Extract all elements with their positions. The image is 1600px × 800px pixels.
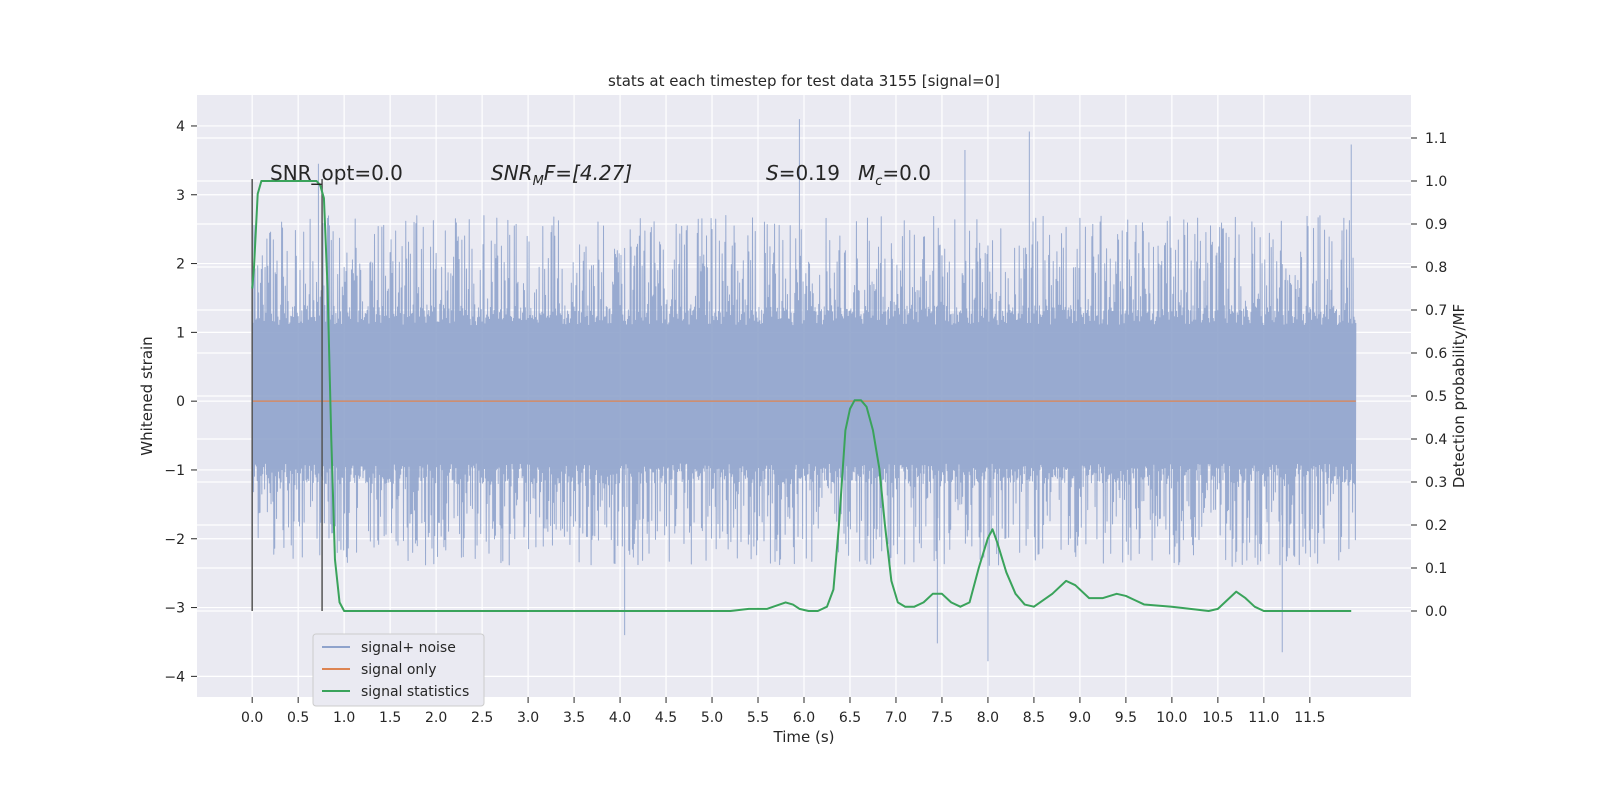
x-tick-label: 8.5: [1023, 710, 1045, 726]
x-tick-label: 1.0: [333, 710, 355, 726]
chart-title: stats at each timestep for test data 315…: [608, 72, 1000, 90]
x-tick-label: 2.5: [471, 710, 493, 726]
y-tick-label: −3: [164, 601, 185, 617]
y-right-tick-label: 0.9: [1425, 217, 1447, 233]
x-tick-label: 6.5: [839, 710, 861, 726]
x-tick-label: 4.0: [609, 710, 631, 726]
x-tick-label: 7.0: [885, 710, 907, 726]
y-tick-label: −4: [164, 669, 185, 685]
y-tick-label: 2: [176, 257, 185, 273]
x-axis-label: Time (s): [773, 728, 835, 746]
legend-label-signal-statistics: signal statistics: [361, 684, 469, 700]
y-tick-label: −2: [164, 532, 185, 548]
x-tick-label: 9.5: [1115, 710, 1137, 726]
x-tick-label: 7.5: [931, 710, 953, 726]
series-layer: [251, 119, 1357, 662]
y-axis-ticks-right: 1.1 1.0 0.9 0.8 0.7 0.6 0.5 0.4 0.3 0.2 0.1 0.0: [1411, 131, 1447, 620]
x-tick-label: 10.0: [1156, 710, 1187, 726]
y-tick-label: 3: [176, 188, 185, 204]
y-axis-ticks-left: 4 3 2 1 0 −1 −2 −3 −4: [164, 119, 197, 685]
x-tick-label: 0.0: [241, 710, 263, 726]
x-axis-ticks: 0.0 0.5 1.0 1.5 2.0 2.5 3.0 3.5 4.0 4.5 5.0 5.5 6.0 6…: [241, 697, 1325, 726]
x-tick-label: 4.5: [655, 710, 677, 726]
y-tick-label: 4: [176, 119, 185, 135]
series-signal-statistics: [251, 180, 1352, 612]
x-tick-label: 5.5: [747, 710, 769, 726]
x-tick-label: 2.0: [425, 710, 447, 726]
y-right-tick-label: 0.2: [1425, 518, 1447, 534]
annotation-s: S=0.19: [766, 161, 840, 185]
y-right-tick-label: 0.0: [1425, 604, 1447, 620]
x-tick-label: 11.0: [1248, 710, 1279, 726]
y-right-tick-label: 0.5: [1425, 389, 1447, 405]
x-tick-label: 8.0: [977, 710, 999, 726]
y-tick-label: 1: [176, 325, 185, 341]
legend-box: [312, 633, 485, 707]
series-signal-plus-noise: [251, 119, 1357, 662]
x-tick-label: 10.5: [1202, 710, 1233, 726]
legend-label-signal-only: signal only: [361, 662, 436, 678]
x-tick-label: 3.5: [563, 710, 585, 726]
legend: signal+ noise signal only signal statist…: [312, 633, 485, 707]
y-right-tick-label: 0.4: [1425, 432, 1447, 448]
x-tick-label: 5.0: [701, 710, 723, 726]
y-right-tick-label: 1.0: [1425, 174, 1447, 190]
annotation-mc: Mc=0.0: [858, 161, 931, 189]
annotation-snr-mf: SNRMF=[4.27]: [491, 161, 632, 189]
x-tick-label: 1.5: [379, 710, 401, 726]
y-right-tick-label: 1.1: [1425, 131, 1447, 147]
legend-label-signal-plus-noise: signal+ noise: [361, 640, 456, 656]
y-right-tick-label: 0.1: [1425, 561, 1447, 577]
y-right-tick-label: 0.3: [1425, 475, 1447, 491]
y-right-tick-label: 0.7: [1425, 303, 1447, 319]
x-tick-label: 11.5: [1294, 710, 1325, 726]
annotation-snr-opt: SNR_opt=0.0: [270, 161, 403, 185]
y-axis-label-left: Whitened strain: [138, 336, 156, 455]
x-tick-label: 9.0: [1069, 710, 1091, 726]
x-tick-label: 0.5: [287, 710, 309, 726]
y-axis-label-right: Detection probability/MF: [1450, 304, 1468, 488]
y-right-tick-label: 0.8: [1425, 260, 1447, 276]
x-tick-label: 6.0: [793, 710, 815, 726]
y-right-tick-label: 0.6: [1425, 346, 1447, 362]
x-tick-label: 3.0: [517, 710, 539, 726]
y-tick-label: 0: [176, 394, 185, 410]
y-tick-label: −1: [164, 463, 185, 479]
